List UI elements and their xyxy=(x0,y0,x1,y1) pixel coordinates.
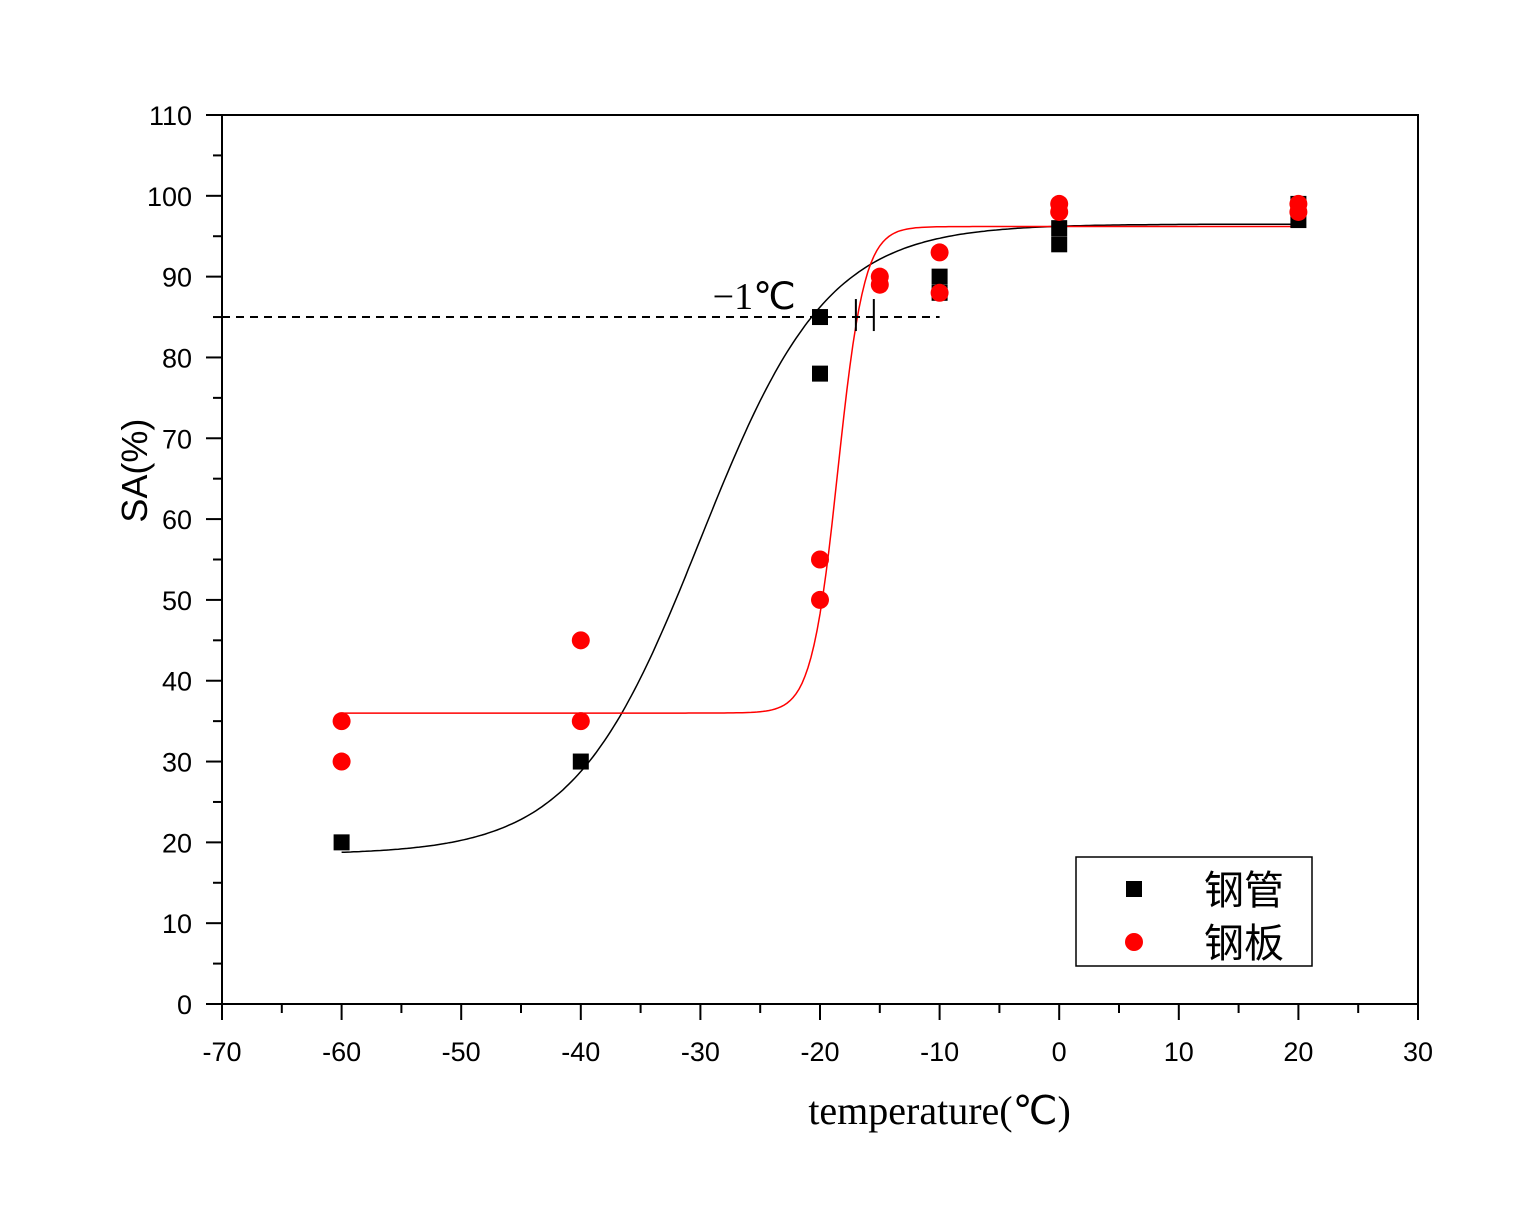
data-points xyxy=(332,194,1308,851)
x-tick-label: 0 xyxy=(1052,1037,1067,1067)
x-tick-label: -50 xyxy=(442,1037,481,1067)
y-tick-label: 40 xyxy=(162,667,192,697)
x-tick-label: -60 xyxy=(322,1037,361,1067)
data-point-square xyxy=(1051,220,1068,237)
y-tick-label: 90 xyxy=(162,263,192,293)
x-tick-label: 20 xyxy=(1283,1037,1313,1067)
y-tick-label: 60 xyxy=(162,505,192,535)
y-tick-label: 100 xyxy=(147,182,192,212)
y-tick-label: 20 xyxy=(162,828,192,858)
y-tick-label: 110 xyxy=(149,101,192,131)
x-tick-label: -10 xyxy=(920,1037,959,1067)
y-tick-label: 30 xyxy=(162,748,192,778)
x-tick-label: -40 xyxy=(561,1037,600,1067)
y-axis-title: SA(%) xyxy=(114,419,155,523)
legend-label: 钢管 xyxy=(1204,868,1284,914)
tick-labels: -70 -60 -50 -40 -30 -20 -10 0 10 20 30 0 10 20 30 40 50 6… xyxy=(147,101,1433,1067)
fit-curves xyxy=(341,223,1299,854)
y-tick-label: 50 xyxy=(162,586,192,616)
data-point-square xyxy=(1051,236,1068,253)
data-point-circle xyxy=(1289,202,1308,221)
data-point-circle xyxy=(1050,202,1069,221)
data-point-circle xyxy=(811,590,829,609)
data-point-circle xyxy=(930,243,949,262)
data-point-circle xyxy=(571,712,590,731)
x-tick-label: -20 xyxy=(800,1037,839,1067)
data-point-circle xyxy=(870,275,889,294)
fit-curve xyxy=(341,225,1299,714)
reference-line-group xyxy=(222,299,940,332)
legend-box xyxy=(1075,856,1313,967)
axis-ticks xyxy=(206,114,1419,1020)
data-point-circle xyxy=(571,631,590,650)
data-point-square xyxy=(812,309,828,326)
data-point-circle xyxy=(811,550,829,569)
data-point-square xyxy=(572,753,589,770)
y-tick-label: 10 xyxy=(162,909,192,939)
x-tick-label: 30 xyxy=(1403,1037,1433,1067)
data-point-square xyxy=(931,268,948,285)
data-point-circle xyxy=(332,752,351,771)
data-point-square xyxy=(812,365,828,382)
data-point-circle xyxy=(930,283,949,302)
y-tick-label: 80 xyxy=(162,343,192,373)
x-tick-label: 10 xyxy=(1164,1037,1194,1067)
x-tick-label: -70 xyxy=(202,1037,241,1067)
temperature-annotation: −1℃ xyxy=(713,276,796,318)
x-tick-label: -30 xyxy=(681,1037,720,1067)
fit-curve xyxy=(341,223,1299,854)
y-tick-label: 70 xyxy=(162,424,192,454)
legend-circle-marker xyxy=(1125,933,1143,951)
legend-square-marker xyxy=(1126,881,1142,897)
data-point-square xyxy=(333,834,350,851)
x-axis-title: temperature(℃) xyxy=(808,1088,1071,1133)
legend-label: 钢板 xyxy=(1204,921,1284,967)
y-tick-label: 0 xyxy=(177,990,192,1020)
data-point-circle xyxy=(332,712,351,731)
